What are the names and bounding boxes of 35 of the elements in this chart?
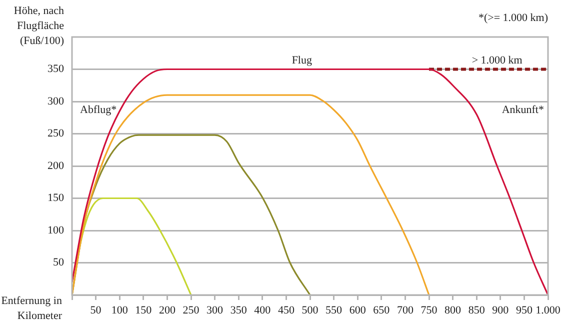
x-tick-label: 850 <box>468 304 486 316</box>
x-tick-label: 350 <box>230 304 248 316</box>
y-tick-label: 350 <box>48 63 64 76</box>
x-tick-label: 650 <box>373 304 390 316</box>
annotation: Flug <box>292 54 312 67</box>
y-tick-label: 200 <box>48 160 64 172</box>
x-tick-label: 500 <box>302 304 319 316</box>
x-tick-label: 1.000 <box>536 304 561 316</box>
line-series <box>72 94 430 295</box>
x-tick-label: 450 <box>278 304 295 316</box>
x-axis-title: Entfernung in Kilometer <box>0 294 62 324</box>
x-tick-label: 800 <box>444 304 462 316</box>
y-axis-title: Höhe, nach Flugfläche (Fuß/100) <box>12 4 64 49</box>
x-tick-label: 600 <box>349 304 366 316</box>
annotation: Abflug* <box>80 104 117 116</box>
y-tick-label: 150 <box>48 192 64 204</box>
x-tick-label: 100 <box>111 304 128 316</box>
y-tick-label: 100 <box>48 224 64 236</box>
y-tick-label: 300 <box>48 95 64 108</box>
x-tick-label: 50 <box>90 304 102 316</box>
x-tick-label: 750 <box>420 304 438 316</box>
x-tick-label: 550 <box>326 304 343 316</box>
x-tick-label: 300 <box>206 304 224 316</box>
x-tick-label: 200 <box>158 304 176 316</box>
x-tick-label: 900 <box>492 304 510 316</box>
x-tick-label: 250 <box>182 304 200 316</box>
x-tick-label: 950 <box>516 304 533 316</box>
y-tick-label: 50 <box>53 256 64 269</box>
annotation: > 1.000 km <box>472 54 523 67</box>
annotation: Ankunft* <box>502 104 544 116</box>
x-tick-label: 700 <box>396 304 414 316</box>
x-tick-label: 150 <box>135 304 152 316</box>
text: *(>= 1.000 km) <box>478 12 548 24</box>
x-tick-label: 400 <box>254 304 272 316</box>
y-tick-label: 250 <box>48 128 64 140</box>
